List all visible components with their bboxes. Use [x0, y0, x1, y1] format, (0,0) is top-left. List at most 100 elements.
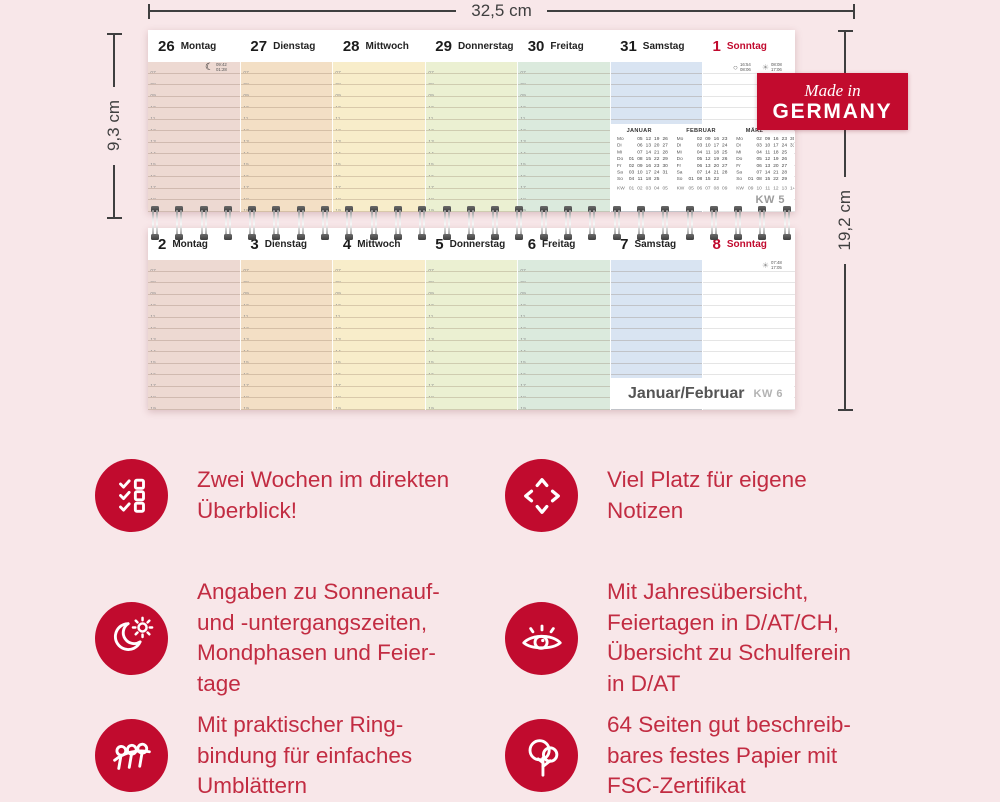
day-number: 30: [527, 37, 545, 55]
hour-cell: 13: [425, 329, 518, 341]
dimension-tick: [148, 3, 150, 19]
hour-label: 13: [150, 337, 156, 341]
hour-label: 12: [150, 128, 156, 132]
hour-cell: 12: [333, 318, 425, 330]
hour-cell: 14: [518, 143, 610, 155]
day-header-donnerstag: 29 Donnerstag: [425, 30, 517, 62]
hour-cell: 13: [240, 329, 333, 341]
hour-cell: 18: [425, 387, 518, 399]
binding-ring: [758, 203, 767, 243]
dimension-tick: [106, 217, 122, 219]
hour-label: 17: [520, 384, 527, 387]
dimension-line: [150, 10, 457, 12]
hour-cell: [610, 74, 703, 86]
binding-ring: [515, 203, 524, 243]
mini-month-row: Sa 07 14 21 28: [736, 170, 787, 176]
day-header-freitag: 30 Freitag: [518, 30, 610, 62]
binding-ring: [709, 203, 718, 243]
hour-label: 07: [428, 70, 434, 74]
hour-cell: [610, 295, 703, 307]
hour-label: 15: [150, 163, 156, 166]
day-column: 07 08 09 10 11 12 13 14 15 16 17 18 19: [239, 260, 333, 410]
hour-label: 13: [242, 337, 249, 341]
day-name: Donnerstag: [457, 40, 514, 52]
hour-cell: [610, 260, 703, 272]
day-name: Mittwoch: [357, 238, 401, 250]
hour-label: 15: [428, 163, 434, 166]
binding-ring: [612, 203, 621, 243]
hour-cell: 08: [333, 74, 425, 86]
calendar-page-week-2: 2 Montag 3 Dienstag 4 Mittwoch 5 Donnerstag 6 Fre…: [148, 228, 796, 410]
dimension-tick: [837, 30, 853, 32]
hour-label: 15: [520, 361, 527, 364]
hour-cell: 10: [333, 295, 425, 307]
day-name: Samstag: [642, 40, 685, 52]
day-name: Dienstag: [264, 238, 307, 250]
hour-label: 19: [428, 209, 434, 212]
hour-label: 09: [150, 291, 156, 295]
hour-cell: 07: [425, 62, 518, 74]
hour-label: 17: [428, 384, 434, 387]
hour-cell: 16: [240, 364, 333, 376]
mini-month-row: Do 05 12 19 26: [736, 156, 787, 162]
hour-label: 12: [520, 326, 527, 330]
day-header-donnerstag: 5 Donnerstag: [425, 228, 517, 260]
hour-cell: 11: [425, 108, 518, 120]
hour-cell: 16: [333, 364, 425, 376]
hour-cell: [610, 318, 703, 330]
binding-ring: [272, 203, 281, 243]
hour-label: 10: [150, 303, 156, 307]
hour-cell: 13: [148, 131, 240, 143]
day-header-samstag: 7 Samstag: [610, 228, 702, 260]
kw-label: KW 5: [755, 194, 785, 206]
hour-label: 08: [242, 82, 249, 86]
hour-cell: 13: [333, 131, 425, 143]
hour-label: 11: [335, 116, 341, 120]
hour-cell: 17: [148, 177, 240, 189]
hour-label: 12: [242, 128, 249, 132]
hour-cell: [610, 85, 703, 97]
hour-label: 07: [150, 268, 156, 272]
hour-cell: 12: [333, 120, 425, 132]
hour-label: 15: [428, 361, 434, 364]
hour-cell: 16: [425, 364, 518, 376]
hour-cell: 14: [425, 143, 518, 155]
day-header-sonntag: 1 Sonntag: [703, 30, 795, 62]
month-footer: Januar/Februar KW 6: [610, 378, 794, 409]
hour-cell: 17: [333, 375, 425, 387]
hour-label: 12: [520, 128, 527, 132]
binding-ring: [296, 203, 305, 243]
binding-ring: [223, 203, 232, 243]
hour-cell: 12: [240, 318, 333, 330]
hour-label: 08: [335, 280, 341, 284]
hour-cell: 14: [333, 143, 425, 155]
hour-cell: 11: [333, 306, 425, 318]
hour-label: 17: [150, 384, 156, 387]
hour-cell: 12: [148, 120, 240, 132]
feature-sun-moon: Angaben zu Sonnenauf- und -untergangszei…: [95, 577, 440, 699]
hour-cell: 12: [518, 120, 610, 132]
hour-label: 07: [428, 268, 434, 272]
hour-cell: 13: [425, 131, 518, 143]
day-name: Montag: [180, 40, 217, 52]
hour-label: 18: [520, 395, 527, 399]
hour-cell: 17: [518, 375, 610, 387]
moon-phase-note: ☾ 09:42 01:28: [205, 63, 236, 76]
dimension-line: [546, 10, 854, 12]
binding-ring: [734, 203, 743, 243]
sunrise-sunset-note: ☀ 07:48 17:05: [762, 261, 791, 274]
hour-label: 18: [520, 197, 527, 201]
day-column: 07 08 09 10 11 12 13 14 15 16 17 18 19: [424, 260, 518, 410]
hour-cell: 19: [240, 200, 333, 212]
hour-cell: [610, 352, 703, 364]
hour-label: 12: [428, 326, 434, 330]
week-header: 26 Montag 27 Dienstag 28 Mittwoch 29 Donnerstag…: [148, 30, 795, 62]
mini-month-row: Mo 05 12 19 26: [617, 136, 668, 142]
binding-ring: [661, 203, 670, 243]
hour-label: 13: [520, 139, 527, 143]
hour-cell: 09: [148, 85, 240, 97]
hour-label: 14: [242, 349, 249, 353]
mini-month-row: Di 03 10 17 24: [676, 143, 728, 149]
hour-cell: 10: [240, 295, 333, 307]
